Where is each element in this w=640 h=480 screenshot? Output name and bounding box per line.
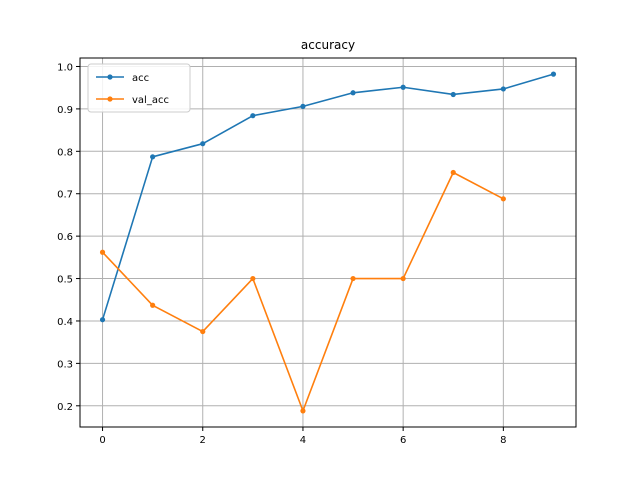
data-point-acc (500, 86, 506, 92)
x-tick-label: 6 (400, 435, 406, 446)
data-point-val_acc (150, 302, 156, 308)
series-line-acc (101, 73, 554, 320)
data-point-acc (200, 141, 206, 147)
data-point-acc (350, 90, 356, 96)
data-point-acc (150, 154, 156, 160)
x-tick-label: 4 (300, 435, 306, 446)
data-point-acc (99, 317, 106, 323)
y-tick-label: 0.3 (57, 359, 73, 370)
data-point-val_acc (500, 196, 506, 202)
legend: acc val_acc (87, 63, 191, 113)
data-point-val_acc (99, 249, 106, 255)
data-point-val_acc (350, 275, 356, 282)
data-point-acc (550, 71, 557, 77)
data-point-acc (250, 113, 256, 119)
y-tick-label: 0.7 (57, 190, 73, 201)
y-tick-label: 0.5 (57, 275, 73, 286)
data-point-val_acc (450, 169, 456, 176)
data-point-val_acc (200, 328, 206, 335)
data-point-acc (450, 91, 456, 98)
plot-frame (79, 57, 577, 428)
axis-ticks: 0 2 4 6 8 0.2 0.3 0.4 0.5 0.6 0.7 0.8 0.9 1.0 (57, 62, 506, 446)
y-tick-label: 0.2 (57, 402, 73, 413)
chart-title: accuracy (301, 38, 355, 52)
legend-box (87, 63, 191, 113)
data-point-val_acc (250, 275, 256, 282)
data-point-acc (300, 103, 306, 109)
x-tick-label: 0 (99, 435, 105, 446)
y-tick-label: 0.4 (57, 317, 73, 328)
data-point-val_acc (300, 408, 306, 414)
data-point-acc (400, 84, 406, 90)
y-tick-label: 0.8 (57, 147, 73, 158)
data-point-val_acc (400, 275, 406, 282)
series-layer (99, 71, 557, 414)
y-tick-label: 1.0 (57, 62, 73, 73)
legend-marker-acc (107, 74, 113, 80)
grid (80, 58, 576, 427)
legend-marker-val_acc (107, 96, 113, 102)
y-tick-label: 0.9 (57, 105, 73, 116)
legend-label-val_acc: val_acc (132, 95, 169, 106)
legend-label-acc: acc (132, 73, 149, 84)
y-tick-label: 0.6 (57, 232, 73, 243)
x-tick-label: 2 (200, 435, 206, 446)
x-tick-label: 8 (500, 435, 506, 446)
